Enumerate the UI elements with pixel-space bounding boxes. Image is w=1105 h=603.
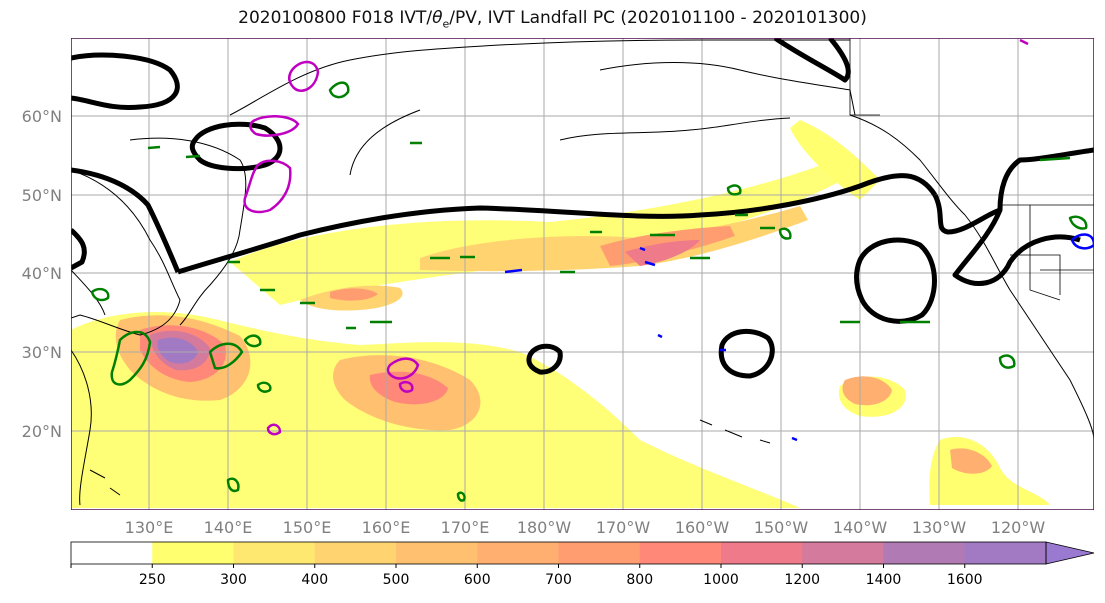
borders [849,38,1094,301]
colorbar-segment [964,542,1047,564]
ivt-pc-contours [71,38,1094,379]
lat-label-30n: 30°N [22,343,62,362]
colorbar-tick-label: 1600 [947,572,983,588]
lon-label-170e: 170°E [441,518,490,537]
pv-magenta-contours [243,38,1029,436]
lon-label-170w: 170°W [596,518,651,537]
colorbar-tick-label: 400 [301,572,328,588]
lat-label-60n: 60°N [22,107,62,126]
pv-blue-contours [504,233,1094,442]
lon-label-140e: 140°E [204,518,253,537]
colorbar-extend-arrow [1045,541,1095,565]
colorbar-tick-label: 250 [139,572,166,588]
colorbar-segment [883,542,966,564]
lon-label-120w: 120°W [991,518,1046,537]
theta-e-contours [90,81,1088,502]
lon-label-130w: 130°W [912,518,967,537]
colorbar-segment [71,542,153,564]
colorbar-tick-label: 300 [220,572,247,588]
lon-label-140w: 140°W [833,518,888,537]
lon-label-150w: 150°W [754,518,809,537]
lon-label-180w: 180°W [517,518,572,537]
title-prefix: 2020100800 F018 IVT/ [238,8,433,28]
colorbar-ticks: 250 300 400 500 600 700 800 1000 1200 1400 1600 [70,564,983,588]
lon-label-130e: 130°E [125,518,174,537]
graticule [71,38,1094,510]
colorbar-segment [639,542,722,564]
lat-label-40n: 40°N [22,264,62,283]
map-area [71,38,1094,510]
colorbar-tick-label: 1000 [703,572,739,588]
colorbar-tick-label: 1400 [866,572,902,588]
colorbar-segment [802,542,884,564]
ivt-shading [71,120,1050,508]
colorbar-segment [558,542,641,564]
lat-label-50n: 50°N [22,186,62,205]
colorbar-segment [477,542,559,564]
title-suffix: /PV, IVT Landfall PC (2020101100 - 20201… [449,8,867,28]
colorbar-tick-label: 1200 [784,572,820,588]
colorbar-tick-label: 800 [626,572,653,588]
lat-label-20n: 20°N [22,422,62,441]
colorbar-segment [721,542,803,564]
latitude-labels: 20°N 30°N 40°N 50°N 60°N [22,107,62,441]
colorbar-segment [314,542,397,564]
lon-label-150e: 150°E [283,518,332,537]
colorbar-segment [152,542,234,564]
lon-label-160w: 160°W [675,518,730,537]
lon-label-160e: 160°E [362,518,411,537]
title-theta: θ [432,8,443,28]
longitude-labels: 130°E 140°E 150°E 160°E 170°E 180°W 170°… [125,518,1046,537]
map-title: 2020100800 F018 IVT/θe/PV, IVT Landfall … [0,8,1105,30]
colorbar-tick-label: 500 [383,572,410,588]
colorbar-tick-label: 600 [464,572,491,588]
colorbar-segment [233,542,316,564]
colorbar-tick-label: 700 [545,572,572,588]
colorbar: 250 300 400 500 600 700 800 1000 1200 1400 1600 [70,541,1095,588]
colorbar-segment [396,542,478,564]
title-theta-subscript: e [442,17,450,31]
colorbar-segments [71,542,1047,564]
